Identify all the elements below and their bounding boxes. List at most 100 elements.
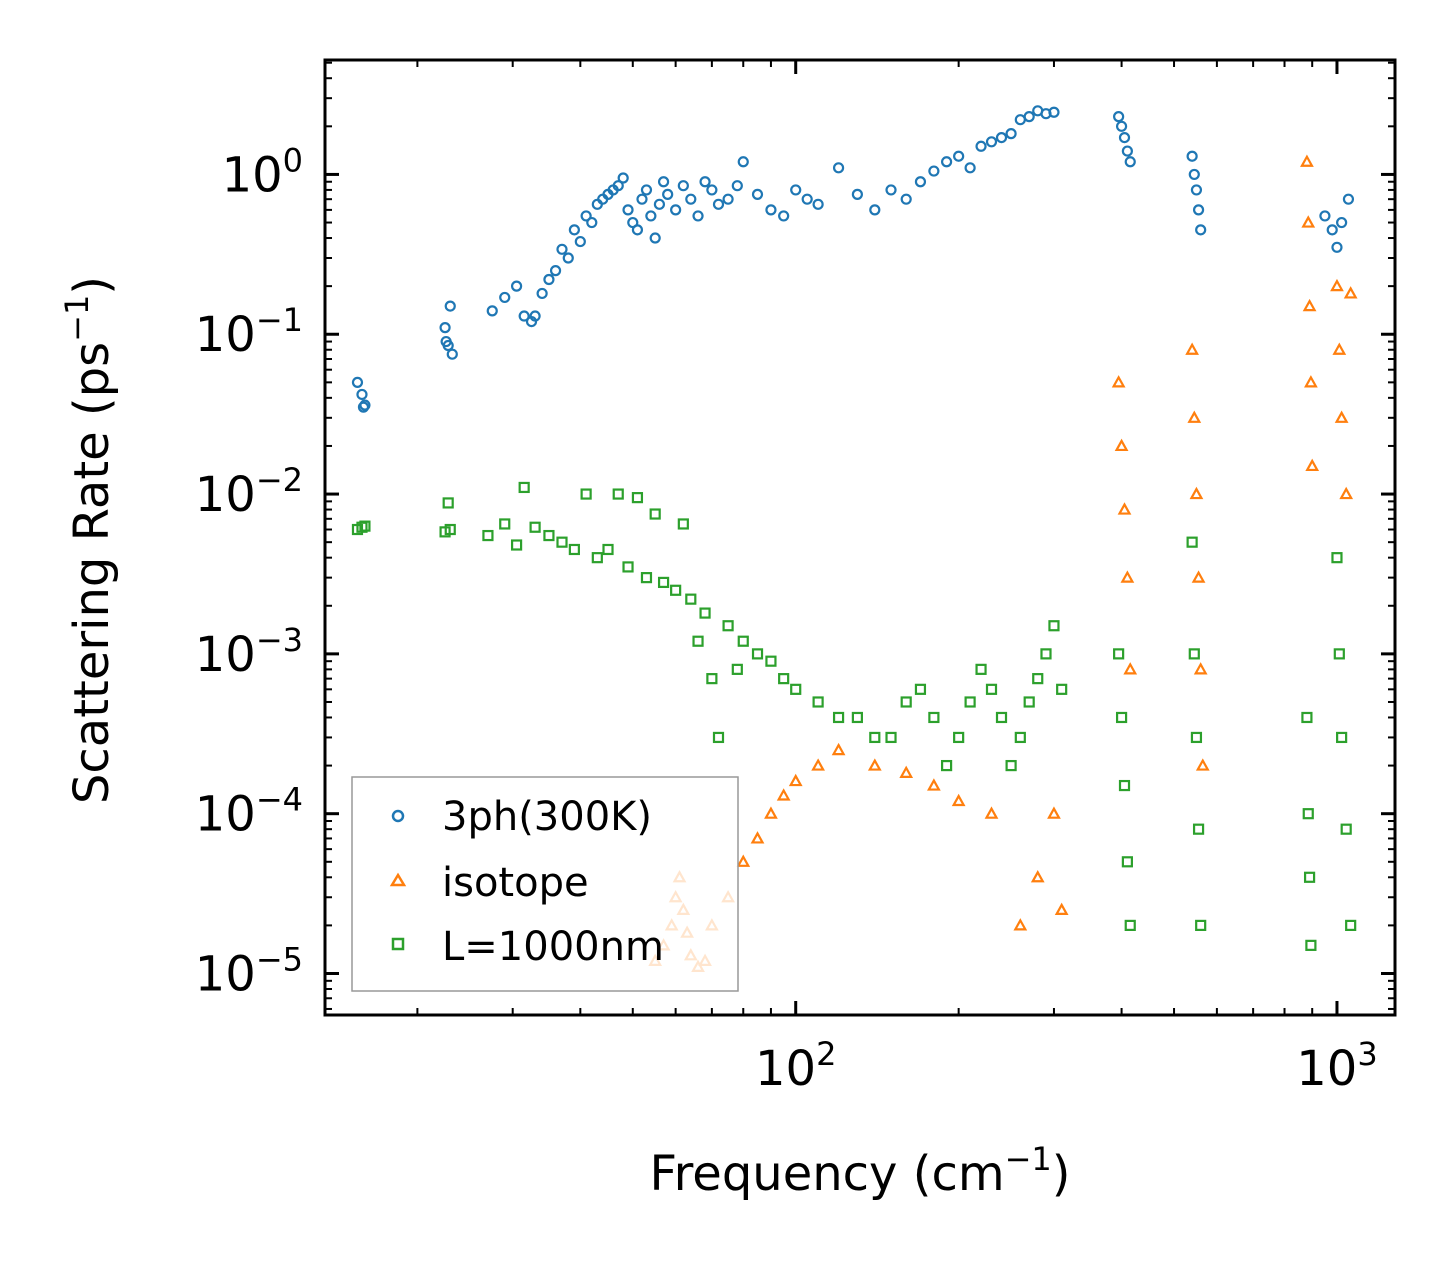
data-point [1124, 919, 1136, 931]
data-point [439, 322, 451, 334]
x-tick-label: 102 [755, 1035, 836, 1097]
data-point [657, 176, 670, 188]
data-point [692, 210, 704, 222]
data-point [778, 210, 790, 222]
data-point [1195, 758, 1210, 771]
data-point [1118, 779, 1131, 792]
data-point [869, 731, 881, 744]
data-point [1121, 856, 1133, 868]
data-point [1192, 823, 1205, 835]
data-point [831, 742, 846, 756]
data-point [640, 572, 653, 584]
data-point [529, 521, 541, 533]
data-point [556, 243, 568, 255]
plot-frame [323, 58, 1397, 1017]
data-point [927, 778, 941, 791]
data-point [1326, 224, 1338, 236]
data-point [1186, 150, 1198, 162]
data-point [556, 536, 568, 548]
data-point [662, 188, 674, 200]
data-point [706, 184, 718, 196]
data-point [790, 683, 802, 695]
data-point [1336, 731, 1348, 744]
data-point [995, 711, 1008, 724]
data-point [985, 136, 998, 148]
data-point [899, 765, 914, 778]
data-point [442, 339, 454, 352]
data-point [612, 488, 624, 500]
data-point [812, 198, 824, 210]
data-point [832, 711, 845, 724]
data-point [622, 204, 634, 216]
data-point [1304, 375, 1318, 388]
data-point [568, 224, 580, 236]
data-point [1331, 241, 1343, 253]
data-point [543, 529, 555, 542]
data-point [1056, 683, 1068, 695]
data-point [1195, 224, 1207, 236]
data-point [1189, 486, 1204, 500]
data-point [751, 648, 764, 660]
data-point [1340, 823, 1352, 835]
data-point [1301, 711, 1313, 724]
data-point [788, 773, 803, 787]
legend-marker-isotope [389, 872, 407, 887]
data-point [737, 635, 749, 647]
data-point [900, 696, 912, 708]
data-point [1191, 570, 1206, 583]
data-point [1014, 114, 1026, 126]
data-point [562, 252, 574, 264]
data-point [953, 150, 965, 162]
data-point [712, 731, 725, 744]
data-point [612, 180, 624, 192]
data-point [699, 176, 711, 188]
data-point [653, 198, 666, 210]
data-point [444, 523, 456, 536]
data-point [964, 162, 976, 174]
data-point [677, 518, 689, 530]
data-point [499, 291, 511, 304]
data-point [1342, 193, 1355, 205]
y-tick-label: 10−1 [195, 301, 303, 363]
data-point [444, 300, 456, 312]
data-point [851, 188, 863, 200]
data-point [670, 584, 682, 596]
data-point [851, 711, 863, 724]
series-0 [351, 105, 1355, 413]
legend-label-isotope: isotope [442, 860, 589, 906]
data-point [928, 711, 940, 724]
data-point [731, 180, 743, 192]
data-point [811, 758, 825, 771]
data-point [1040, 648, 1052, 660]
data-point [536, 287, 548, 300]
data-point [778, 673, 790, 685]
data-point [914, 683, 927, 695]
data-point [812, 696, 824, 708]
data-point [359, 520, 371, 532]
data-point [964, 696, 976, 708]
data-point [940, 759, 953, 772]
data-point [765, 655, 777, 667]
y-tick-label: 10−5 [195, 941, 303, 1003]
data-point [722, 620, 734, 632]
series-1 [648, 154, 1358, 972]
data-point [1124, 156, 1136, 168]
data-point [482, 529, 494, 542]
data-point [1336, 216, 1348, 229]
data-point [622, 561, 634, 573]
data-point [1332, 342, 1347, 355]
data-point [1005, 128, 1017, 140]
data-point [1014, 731, 1026, 744]
data-point [602, 543, 614, 556]
data-point [951, 793, 966, 807]
data-point [995, 131, 1008, 144]
data-point [586, 216, 598, 229]
y-axis-title: Scattering Rate (ps−1) [58, 276, 120, 804]
data-point [900, 193, 912, 205]
data-point [640, 184, 653, 196]
data-point [446, 348, 458, 360]
data-point [885, 184, 897, 196]
data-point [1121, 145, 1133, 157]
data-point [975, 663, 987, 675]
data-point [486, 305, 498, 317]
